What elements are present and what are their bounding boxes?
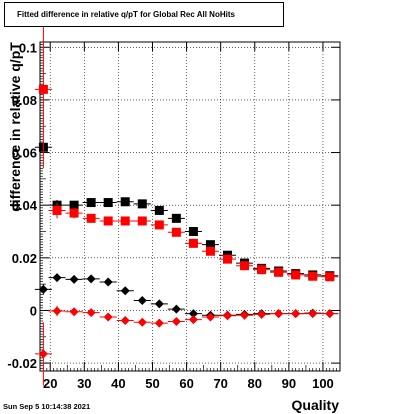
chart-title: Fitted difference in relative q/pT for G… — [4, 2, 284, 27]
series-1-point — [325, 272, 335, 282]
y-tick-label: 0.04 — [12, 198, 38, 213]
series-0-point — [154, 205, 164, 215]
series-2-point — [52, 273, 62, 283]
series-1-point — [154, 220, 164, 230]
series-1-point — [171, 227, 181, 237]
series-3-point — [274, 309, 284, 319]
series-1-point — [257, 265, 267, 275]
series-0-point — [103, 198, 113, 208]
series-1-point — [120, 216, 130, 226]
series-1-point — [188, 238, 198, 248]
series-0-point — [86, 198, 96, 208]
axes: 20 30 40 50 60 70 80 90 100 -0.02 0 0.02 0.04 0.06 0.0… — [7, 40, 340, 391]
x-tick-label: 30 — [77, 376, 91, 391]
series-3-point — [205, 312, 215, 322]
series-0-point — [120, 197, 130, 207]
x-tick-label: 40 — [111, 376, 125, 391]
series-1-point — [38, 84, 48, 94]
series-3-point — [240, 310, 250, 320]
series-2-point — [86, 274, 96, 284]
series-1-point — [205, 246, 215, 256]
plot-area — [39, 41, 341, 372]
x-tick-label: 90 — [282, 376, 296, 391]
y-tick-label: 0.1 — [19, 40, 37, 55]
series-0-point — [171, 213, 181, 223]
y-axis-label: difference in relative q/pT — [7, 42, 23, 212]
series-1-point — [137, 216, 147, 226]
series-2-point — [69, 274, 79, 284]
series-0-point — [205, 240, 215, 250]
series-1-point — [274, 267, 284, 277]
series-0-point — [137, 199, 147, 209]
series-2-point — [171, 304, 181, 314]
series-0-point — [188, 227, 198, 237]
data-layer — [34, 10, 339, 386]
series-3-point — [69, 307, 79, 317]
series-3-point — [171, 317, 181, 327]
series-3-point — [52, 306, 62, 316]
x-tick-label: 70 — [213, 376, 227, 391]
timestamp: Sun Sep 5 10:14:38 2021 — [3, 402, 91, 411]
series-1-point — [103, 216, 113, 226]
series-3-point — [291, 309, 301, 319]
grid — [40, 42, 340, 371]
series-1-point — [52, 205, 62, 215]
y-tick-label: 0 — [30, 303, 37, 318]
series-2-point — [188, 309, 198, 319]
y-tick-label: 0.02 — [12, 251, 37, 266]
series-3-point — [308, 309, 318, 319]
series-3-point — [325, 309, 335, 319]
y-tick-label: -0.02 — [7, 356, 37, 371]
y-tick-label: 0.06 — [12, 146, 37, 161]
series-3-point — [120, 315, 130, 325]
series-2-point — [103, 277, 113, 287]
series-3-point — [86, 308, 96, 318]
y-tick-label: 0.08 — [12, 93, 37, 108]
x-tick-label: 20 — [43, 376, 57, 391]
series-3-point — [38, 349, 48, 359]
series-1-point — [308, 271, 318, 281]
series-1-point — [69, 208, 79, 218]
series-1-point — [223, 254, 232, 264]
x-tick-label: 80 — [248, 376, 262, 391]
series-2-point — [137, 295, 147, 305]
series-2-point — [38, 284, 48, 294]
series-3-point — [223, 311, 232, 321]
series-2-point — [154, 299, 164, 309]
series-3-point — [137, 317, 147, 327]
series-3-point — [103, 312, 113, 322]
series-0-point — [69, 200, 79, 210]
series-1-point — [291, 270, 301, 280]
series-2-point — [120, 286, 130, 296]
x-axis-label: Quality — [292, 397, 340, 413]
series-3-point — [257, 309, 267, 319]
series-1-point — [240, 261, 250, 271]
x-tick-label: 60 — [179, 376, 193, 391]
series-3-point — [188, 315, 198, 325]
x-tick-label: 50 — [145, 376, 159, 391]
series-3-point — [154, 318, 164, 328]
x-tick-label: 100 — [312, 376, 334, 391]
series-1-point — [86, 213, 96, 223]
